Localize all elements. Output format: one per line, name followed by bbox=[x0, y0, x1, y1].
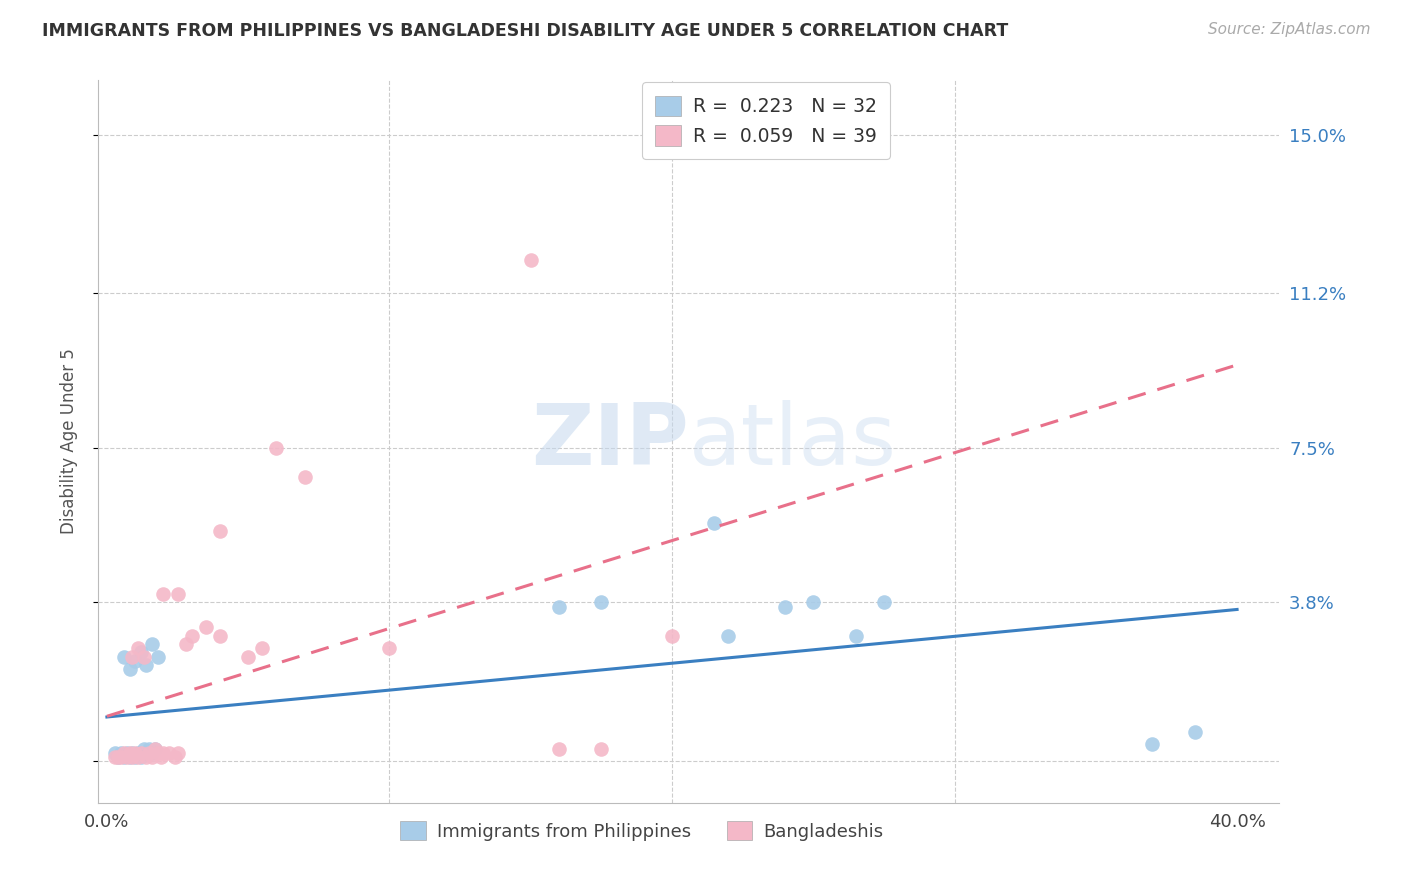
Point bbox=[138, 746, 160, 760]
Point bbox=[121, 749, 143, 764]
Point bbox=[132, 649, 155, 664]
Point bbox=[873, 595, 896, 609]
Point bbox=[138, 741, 160, 756]
Point bbox=[132, 741, 155, 756]
Point bbox=[152, 746, 174, 760]
Text: Source: ZipAtlas.com: Source: ZipAtlas.com bbox=[1208, 22, 1371, 37]
Point bbox=[591, 595, 613, 609]
Point bbox=[143, 741, 166, 756]
Point bbox=[208, 524, 231, 539]
Point bbox=[703, 516, 725, 530]
Point bbox=[129, 749, 152, 764]
Legend: Immigrants from Philippines, Bangladeshis: Immigrants from Philippines, Bangladeshi… bbox=[394, 814, 890, 848]
Point bbox=[135, 749, 157, 764]
Point bbox=[141, 746, 163, 760]
Point bbox=[115, 749, 138, 764]
Point bbox=[118, 662, 141, 676]
Point bbox=[1142, 737, 1164, 751]
Point bbox=[104, 746, 127, 760]
Point bbox=[143, 741, 166, 756]
Point bbox=[378, 641, 401, 656]
Point bbox=[104, 749, 127, 764]
Point bbox=[107, 749, 129, 764]
Point bbox=[118, 746, 141, 760]
Point bbox=[141, 637, 163, 651]
Point bbox=[146, 746, 169, 760]
Point bbox=[548, 599, 571, 614]
Point bbox=[238, 649, 260, 664]
Point bbox=[107, 749, 129, 764]
Point bbox=[194, 620, 217, 634]
Point bbox=[174, 637, 197, 651]
Point bbox=[180, 629, 202, 643]
Point bbox=[717, 629, 740, 643]
Point bbox=[127, 641, 149, 656]
Point bbox=[110, 746, 132, 760]
Point bbox=[519, 252, 541, 267]
Point bbox=[146, 649, 169, 664]
Y-axis label: Disability Age Under 5: Disability Age Under 5 bbox=[59, 349, 77, 534]
Point bbox=[127, 746, 149, 760]
Text: IMMIGRANTS FROM PHILIPPINES VS BANGLADESHI DISABILITY AGE UNDER 5 CORRELATION CH: IMMIGRANTS FROM PHILIPPINES VS BANGLADES… bbox=[42, 22, 1008, 40]
Point bbox=[801, 595, 824, 609]
Point bbox=[127, 749, 149, 764]
Point bbox=[124, 654, 146, 668]
Point bbox=[115, 746, 138, 760]
Point bbox=[163, 749, 186, 764]
Point bbox=[166, 587, 188, 601]
Point bbox=[266, 441, 288, 455]
Point bbox=[294, 470, 316, 484]
Point bbox=[129, 645, 152, 659]
Point bbox=[110, 749, 132, 764]
Point bbox=[845, 629, 868, 643]
Point bbox=[548, 741, 571, 756]
Point bbox=[124, 746, 146, 760]
Point bbox=[121, 649, 143, 664]
Point bbox=[141, 749, 163, 764]
Point bbox=[135, 746, 157, 760]
Point bbox=[152, 587, 174, 601]
Text: ZIP: ZIP bbox=[531, 400, 689, 483]
Point bbox=[157, 746, 180, 760]
Point bbox=[121, 746, 143, 760]
Point bbox=[124, 749, 146, 764]
Point bbox=[118, 749, 141, 764]
Text: atlas: atlas bbox=[689, 400, 897, 483]
Point bbox=[129, 746, 152, 760]
Point bbox=[112, 746, 135, 760]
Point bbox=[166, 746, 188, 760]
Point bbox=[112, 749, 135, 764]
Point bbox=[773, 599, 796, 614]
Point bbox=[208, 629, 231, 643]
Point bbox=[1184, 724, 1206, 739]
Point bbox=[135, 657, 157, 672]
Point bbox=[112, 649, 135, 664]
Point bbox=[149, 749, 172, 764]
Point bbox=[252, 641, 274, 656]
Point bbox=[661, 629, 683, 643]
Point bbox=[591, 741, 613, 756]
